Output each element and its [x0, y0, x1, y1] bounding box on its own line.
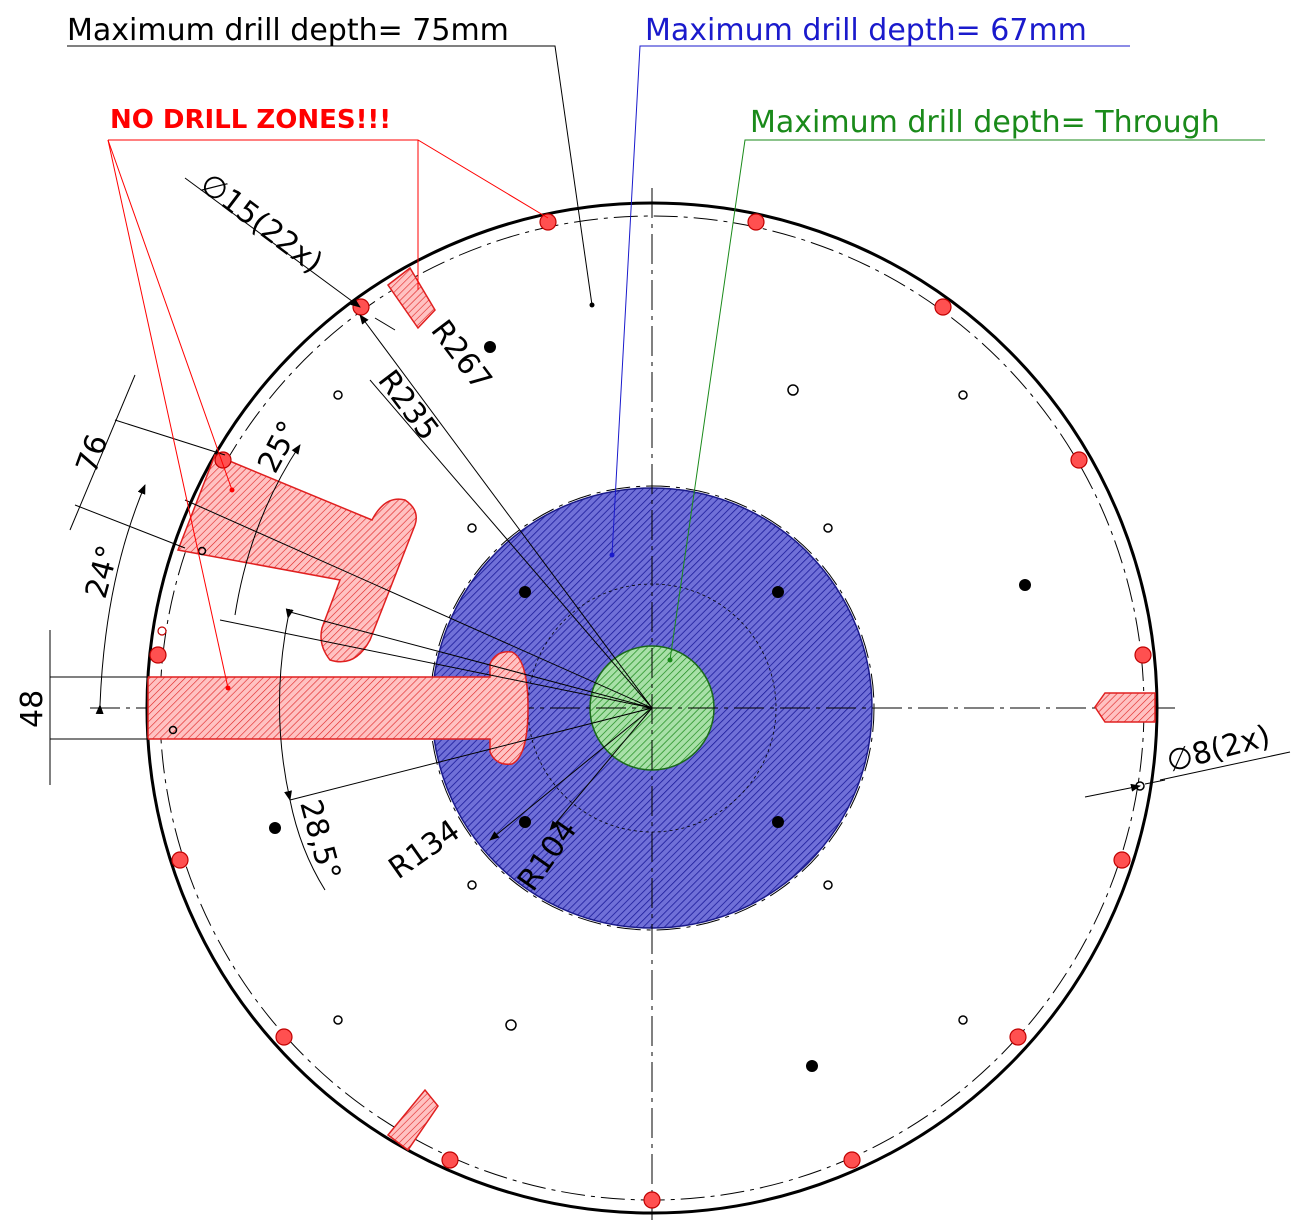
leader-lines [67, 45, 1265, 689]
angle-25-label: 25° [251, 415, 307, 478]
no-drill-zone-bottom-slot [386, 1088, 439, 1152]
hole-8-dim-label: ∅8(2x) [1163, 719, 1274, 780]
dimension-lines [49, 177, 1291, 891]
pin-holes [269, 341, 1031, 1072]
angle-24-label: 24° [79, 542, 127, 602]
depth-75-label: Maximum drill depth= 75mm [67, 13, 509, 48]
no-drill-zone-top-slot [386, 266, 436, 330]
no-drill-zone-horizontal [147, 651, 529, 765]
r134-dim-label: R134 [383, 813, 467, 886]
no-drill-zone-angled [176, 454, 417, 663]
no-drill-zone-right-slot [1094, 692, 1156, 723]
no-drill-zones-label: NO DRILL ZONES!!! [110, 105, 391, 135]
depth-67-label: Maximum drill depth= 67mm [645, 13, 1087, 48]
dim-48-label: 48 [15, 690, 50, 728]
r235-dim-label: R235 [371, 364, 446, 447]
r267-dim-label: R267 [424, 314, 499, 397]
depth-through-label: Maximum drill depth= Through [750, 105, 1220, 140]
hole-15-dim-label: ∅15(22x) [193, 166, 329, 280]
leader-dots [225, 302, 673, 691]
red-bolt-holes [149, 213, 1152, 1209]
